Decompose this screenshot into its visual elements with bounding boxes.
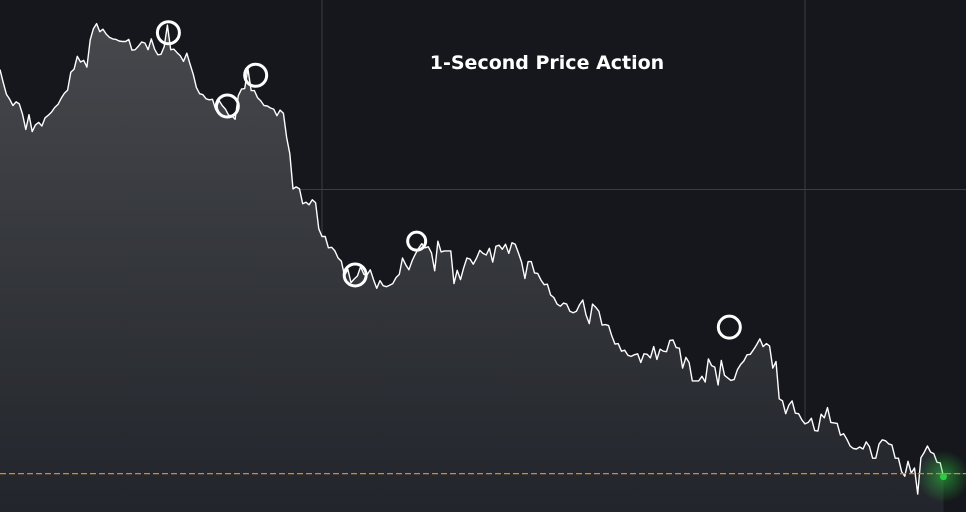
- highlight-circle-1: [155, 20, 181, 46]
- price-area-fill: [0, 23, 944, 512]
- live-price-marker: [939, 473, 947, 481]
- highlight-circle-2: [214, 93, 240, 119]
- highlight-circle-4: [342, 262, 368, 288]
- highlight-circles: [155, 20, 742, 340]
- highlight-circle-5: [406, 230, 428, 252]
- price-line: [0, 22, 945, 495]
- highlight-circle-6: [716, 314, 742, 340]
- highlight-circle-3: [243, 62, 269, 88]
- chart-title: 1-Second Price Action: [430, 52, 664, 74]
